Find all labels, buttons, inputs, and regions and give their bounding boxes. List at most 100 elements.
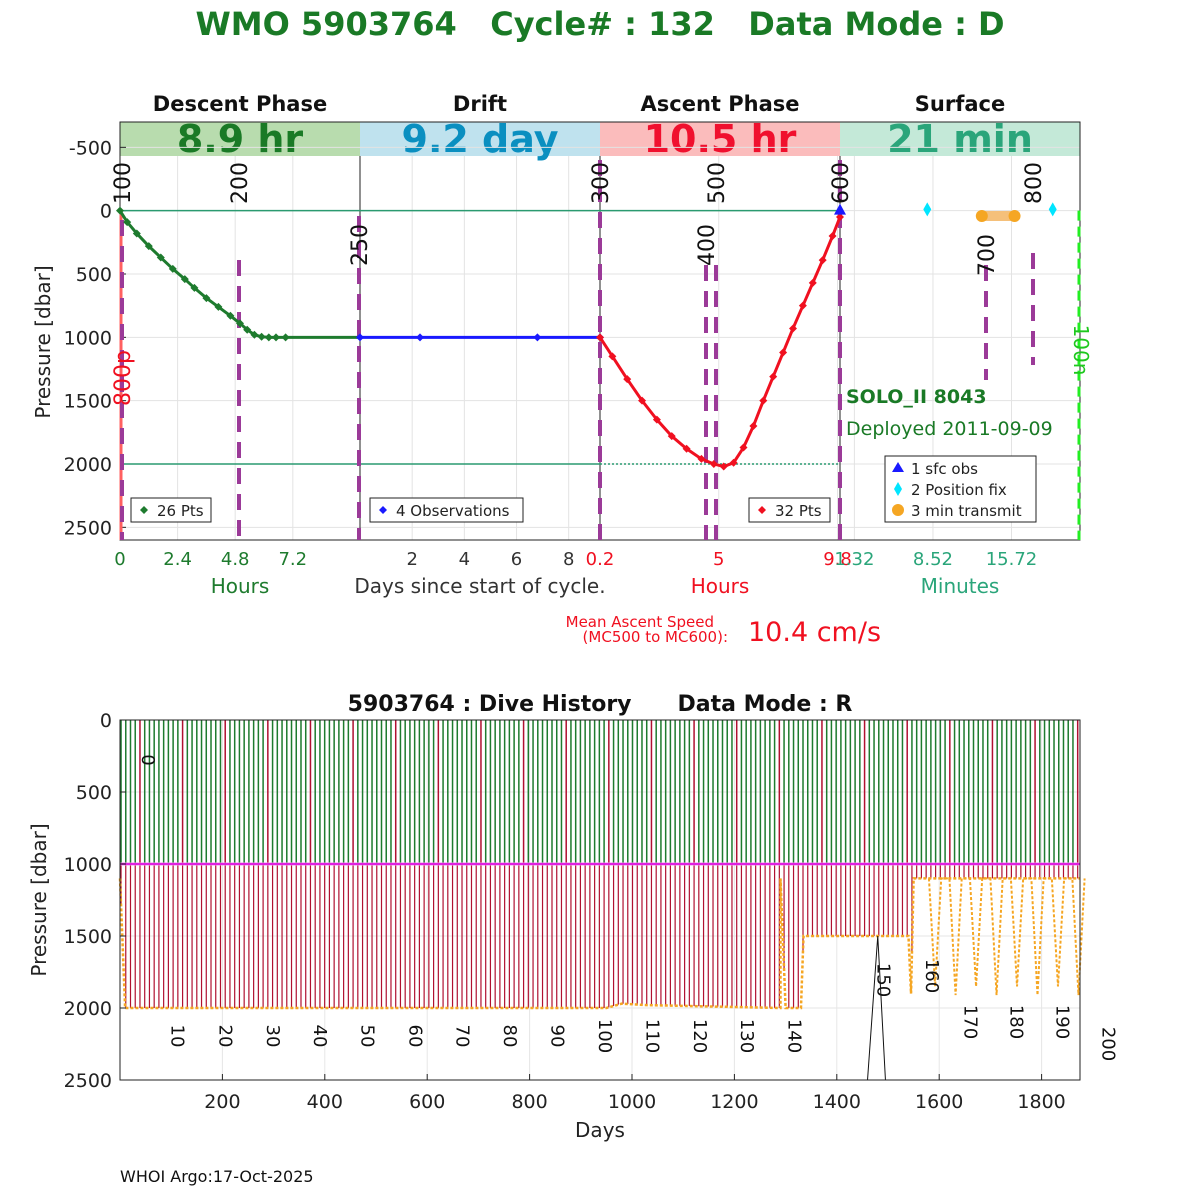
descent-point <box>123 218 132 227</box>
ascent-point <box>788 324 797 333</box>
descent-point <box>257 332 266 341</box>
y-tick-label: -500 <box>69 137 112 159</box>
surface-legend-transmit: 3 min transmit <box>911 502 1022 520</box>
ascent-point <box>836 213 844 221</box>
descent-legend-label: 26 Pts <box>157 502 204 520</box>
cycle-label: 20 <box>214 1025 235 1048</box>
cycle-label: 100 <box>594 1019 615 1053</box>
position-fix-point <box>1048 202 1057 217</box>
cycle-label: 110 <box>641 1019 662 1053</box>
descent-tick-label: 2.4 <box>163 549 192 570</box>
descent-point <box>272 333 280 342</box>
phase-duration-0: 8.9 hr <box>177 117 304 161</box>
dive-history-y-axis: 0 500 1000 1500 2000 2500 <box>64 710 126 1092</box>
cycle-label: 150 <box>872 963 893 997</box>
mission-marker-label: 200 <box>228 162 253 204</box>
y-tick-label: 1500 <box>64 391 112 413</box>
x-tick-label: 1000 <box>608 1091 656 1113</box>
surface-obs-point <box>834 203 846 215</box>
top-x-axis: 0 2.4 4.8 7.2 2 4 6 8 0.2 5 9.81.32 8.52 15.72 Hours D… <box>114 549 1037 598</box>
descent-point <box>180 275 189 284</box>
drift-series <box>356 333 604 342</box>
profile-pressure-line <box>118 877 1080 1010</box>
drift-tick-label: 2 <box>406 549 417 570</box>
descent-point <box>214 302 223 311</box>
y-tick-label: 1500 <box>64 926 112 948</box>
cycle-label: 190 <box>1051 1005 1072 1039</box>
x-tick-label: 1400 <box>813 1091 861 1113</box>
descent-series <box>116 206 360 342</box>
phase-name-2: Ascent Phase <box>641 92 800 116</box>
ascent-legend-label: 32 Pts <box>775 502 822 520</box>
cycle-label: 130 <box>736 1019 757 1053</box>
side-label-right: 100n <box>1069 325 1093 376</box>
y-tick-label: 2000 <box>64 454 112 476</box>
mission-marker-label: 100 <box>111 162 136 204</box>
profile-oscillation-line <box>927 877 1086 996</box>
drift-point <box>533 333 542 342</box>
descent-point <box>250 330 259 339</box>
cycle-label: 180 <box>1005 1005 1026 1039</box>
y-tick-label: 500 <box>76 264 112 286</box>
ascent-line <box>598 216 842 469</box>
y-tick-label: 0 <box>100 710 112 732</box>
speed-label-line2: (MC500 to MC600): <box>583 628 728 646</box>
mission-marker-label: 250 <box>348 224 373 266</box>
y-tick-label: 1000 <box>64 327 112 349</box>
x-tick-label: 800 <box>511 1091 547 1113</box>
cycle-label: 120 <box>689 1019 710 1053</box>
ascent-point <box>709 460 718 468</box>
y-tick-label: 2000 <box>64 998 112 1020</box>
top-y-axis: -500 0 500 1000 1500 2000 2500 <box>64 137 126 539</box>
phase-name-3: Surface <box>915 92 1005 116</box>
transmit-start-point <box>975 210 988 222</box>
dive-history-title: 5903764 : Dive History Data Mode : R <box>348 692 853 717</box>
surface-tick-label: 15.72 <box>986 549 1038 570</box>
deployed-date: Deployed 2011-09-09 <box>846 418 1053 440</box>
y-tick-label: 0 <box>100 201 112 223</box>
cycle-label: 80 <box>499 1025 520 1048</box>
cycle-label: 60 <box>404 1025 425 1048</box>
speed-value: 10.4 cm/s <box>748 617 881 648</box>
drift-legend-label: 4 Observations <box>396 502 510 520</box>
phase-band-3 <box>840 122 1080 156</box>
ascent-point <box>818 256 827 265</box>
dive-history-chart: 5903764 : Dive History Data Mode : R 0 10… <box>27 692 1119 1142</box>
mission-marker-label: 400 <box>695 224 720 266</box>
dive-history-lines <box>118 862 1086 1081</box>
descent-tick-label: 4.8 <box>221 549 250 570</box>
ascent-point <box>769 372 778 381</box>
figure-title: WMO 5903764 Cycle# : 132 Data Mode : D <box>195 5 1004 43</box>
drift-x-label: Days since start of cycle. <box>354 574 605 598</box>
surface-tick-label: 8.52 <box>913 549 953 570</box>
mission-marker-label: 600 <box>829 162 854 204</box>
y-tick-label: 2500 <box>64 517 112 539</box>
pressure-trace <box>867 935 886 1081</box>
x-tick-label: 400 <box>307 1091 343 1113</box>
ascent-point <box>798 301 807 310</box>
drift-point <box>356 333 364 342</box>
diamond-icon <box>894 482 902 496</box>
y-tick-label: 2500 <box>64 1070 112 1092</box>
cycle-label: 90 <box>547 1025 568 1048</box>
cycle-label: 0 <box>137 754 158 765</box>
position-fix-point <box>923 202 932 217</box>
x-tick-label: 1800 <box>1017 1091 1065 1113</box>
descent-point <box>144 242 153 251</box>
ascent-point <box>596 333 604 342</box>
mission-markers: 100 200 250 300 400 500 600 700 800 <box>111 160 1047 540</box>
descent-point <box>226 311 235 320</box>
surface-legend-position: 2 Position fix <box>911 481 1007 499</box>
dive-history-profiles <box>120 720 1079 1008</box>
descent-point <box>264 333 273 342</box>
ascent-point <box>828 232 837 240</box>
phase-duration-1: 9.2 day <box>402 117 559 161</box>
drift-point <box>416 333 424 342</box>
side-label-left: 800p <box>111 350 136 406</box>
cycle-label: 40 <box>309 1025 330 1048</box>
cycle-label: 10 <box>167 1025 188 1048</box>
transmit-end-point <box>1008 210 1021 222</box>
surface-legend-sfc: 1 sfc obs <box>911 460 978 478</box>
